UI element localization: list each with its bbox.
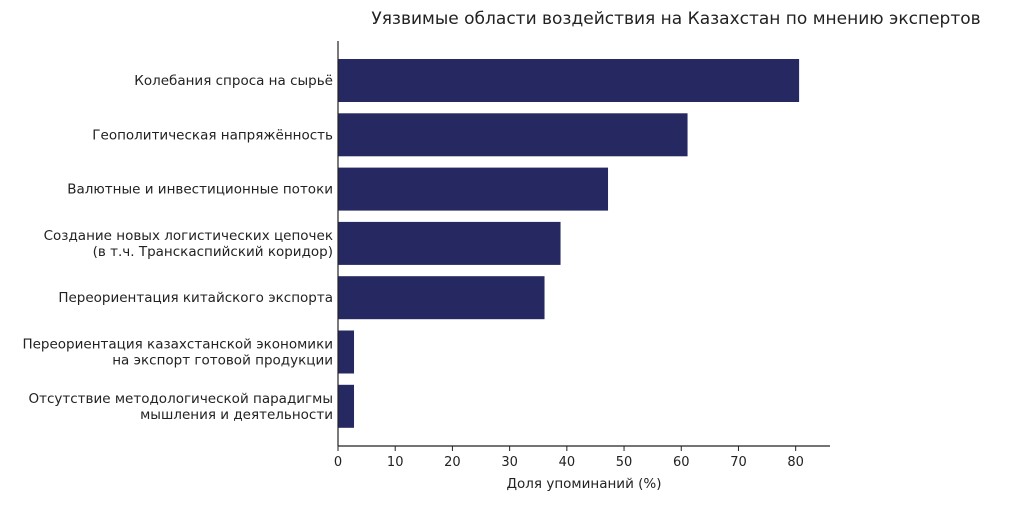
category-label-line: Переориентация китайского экспорта [58,290,333,306]
category-label-line: мышления и деятельности [140,407,333,423]
category-label-line: (в т.ч. Транскаспийский коридор) [93,244,333,260]
x-ticks-group: 0 10 20 30 40 50 60 70 80 [334,446,804,470]
x-tick-label: 30 [501,455,518,470]
category-labels-group: Колебания спроса на сырьё Геополитическая… [22,73,333,423]
category-label-3: Валютные и инвестиционные потоки [67,182,333,198]
category-label-line: Отсутствие методологической парадигмы [28,391,333,407]
x-axis-title: Доля упоминаний (%) [506,476,661,492]
bar-4 [338,221,561,265]
bar-1 [338,59,800,102]
category-label-line: на экспорт готовой продукции [112,353,333,369]
bar-6 [338,330,355,374]
bar-2 [338,113,688,157]
category-label-line: Валютные и инвестиционные потоки [67,182,333,198]
category-label-5: Переориентация китайского экспорта [58,290,333,306]
chart-title: Уязвимые области воздействия на Казахста… [371,9,980,29]
category-label-1: Колебания спроса на сырьё [134,73,333,89]
x-tick-label: 60 [673,455,690,470]
category-label-6: Переориентация казахстанской экономики на… [22,337,333,369]
x-tick-label: 0 [334,455,342,470]
category-label-2: Геополитическая напряжённость [92,127,333,143]
x-tick-label: 20 [444,455,461,470]
category-label-line: Переориентация казахстанской экономики [22,337,333,353]
x-tick-label: 50 [616,455,633,470]
bar-3 [338,167,609,211]
x-tick-label: 10 [387,455,404,470]
category-label-line: Геополитическая напряжённость [92,127,333,143]
x-tick-label: 40 [559,455,576,470]
category-label-line: Создание новых логистических цепочек [44,228,333,244]
bar-7 [338,384,355,428]
category-label-7: Отсутствие методологической парадигмы мыш… [28,391,333,423]
bar-5 [338,276,545,320]
x-tick-label: 80 [787,455,804,470]
bars-group [338,59,800,428]
category-label-line: Колебания спроса на сырьё [134,73,333,89]
x-tick-label: 70 [730,455,747,470]
category-label-4: Создание новых логистических цепочек (в т… [44,228,333,260]
